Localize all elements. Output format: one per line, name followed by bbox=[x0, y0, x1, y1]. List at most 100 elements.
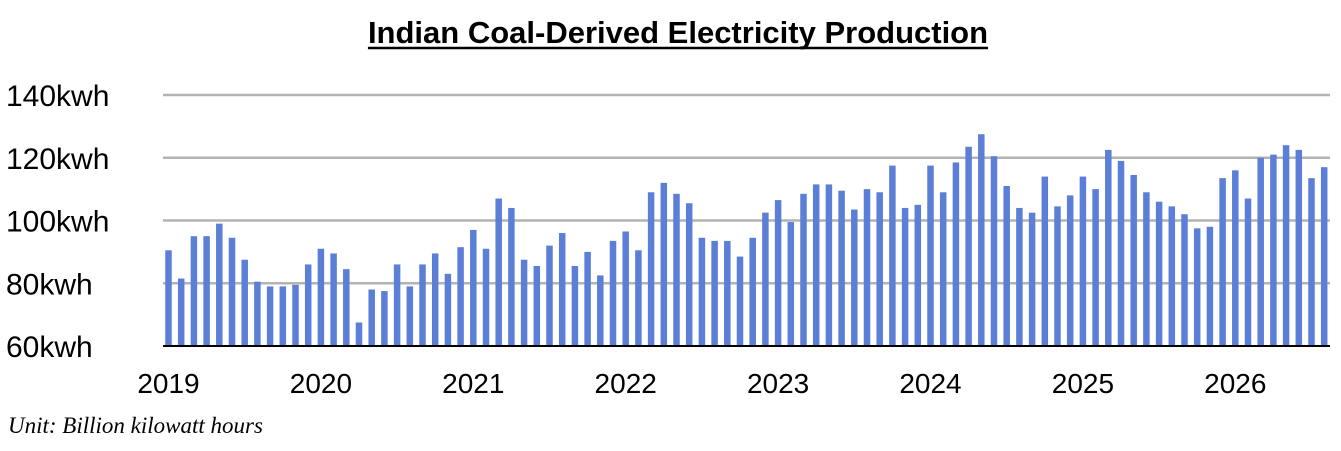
bar bbox=[800, 193, 807, 346]
bar bbox=[812, 184, 820, 346]
bar bbox=[228, 237, 236, 346]
bar bbox=[749, 237, 756, 346]
bar bbox=[1028, 212, 1036, 346]
bar bbox=[254, 281, 261, 346]
bar bbox=[330, 253, 337, 346]
bar bbox=[546, 245, 553, 346]
bar bbox=[597, 275, 604, 346]
bar bbox=[444, 273, 452, 346]
bar bbox=[1308, 178, 1315, 346]
bar bbox=[622, 231, 629, 346]
bars bbox=[165, 134, 1328, 347]
gridlines bbox=[163, 93, 1330, 285]
bar bbox=[1232, 170, 1239, 346]
bar bbox=[1193, 228, 1201, 346]
bar bbox=[635, 250, 642, 346]
bar bbox=[571, 265, 579, 346]
bar bbox=[927, 165, 934, 346]
y-tick-label: 120kwh bbox=[6, 143, 109, 176]
bar bbox=[1041, 176, 1049, 346]
bar bbox=[647, 192, 655, 346]
bar bbox=[1130, 175, 1137, 346]
bar bbox=[1016, 207, 1023, 346]
y-axis-ticks: 60kwh 80kwh 100kwh 120kwh 140kwh bbox=[6, 80, 109, 364]
bar bbox=[1282, 145, 1290, 346]
bar bbox=[876, 192, 883, 346]
bar bbox=[685, 203, 693, 346]
bar bbox=[1003, 185, 1010, 346]
bar bbox=[304, 264, 312, 346]
bar bbox=[343, 269, 350, 346]
bar bbox=[1270, 154, 1277, 346]
x-tick-label: 2020 bbox=[290, 368, 352, 399]
y-tick-label: 140kwh bbox=[6, 80, 109, 113]
bar bbox=[787, 222, 795, 346]
bar bbox=[673, 193, 680, 346]
bar bbox=[698, 237, 706, 346]
bar bbox=[177, 278, 185, 346]
bar bbox=[914, 204, 922, 346]
bar bbox=[419, 264, 426, 346]
bar bbox=[203, 236, 210, 346]
bar bbox=[1066, 195, 1074, 346]
bar bbox=[889, 165, 896, 346]
bar bbox=[762, 212, 769, 346]
bar bbox=[965, 146, 972, 346]
bar bbox=[1143, 192, 1150, 346]
bar bbox=[1079, 176, 1087, 346]
bar bbox=[1219, 178, 1226, 346]
x-tick-label: 2025 bbox=[1052, 368, 1114, 399]
bar bbox=[1206, 226, 1214, 346]
chart-title: Indian Coal-Derived Electricity Producti… bbox=[368, 15, 988, 50]
bar bbox=[406, 286, 414, 346]
bar bbox=[393, 264, 401, 346]
bar bbox=[1168, 206, 1176, 346]
bar bbox=[660, 182, 668, 346]
bar bbox=[1155, 201, 1163, 346]
bar bbox=[1181, 214, 1188, 346]
bar bbox=[482, 248, 490, 346]
bar bbox=[825, 184, 833, 346]
bar bbox=[533, 265, 541, 346]
x-tick-label: 2026 bbox=[1204, 368, 1266, 399]
bar bbox=[711, 240, 718, 346]
bar bbox=[1320, 167, 1328, 346]
y-tick-label: 60kwh bbox=[6, 331, 93, 364]
bar bbox=[355, 322, 363, 346]
bar bbox=[241, 259, 248, 346]
unit-note: Unit: Billion kilowatt hours bbox=[8, 413, 263, 438]
bar bbox=[381, 291, 388, 346]
bar bbox=[266, 286, 274, 346]
bar bbox=[292, 284, 299, 346]
x-tick-label: 2023 bbox=[747, 368, 809, 399]
bar bbox=[851, 209, 858, 346]
x-tick-label: 2022 bbox=[595, 368, 657, 399]
bar bbox=[838, 190, 845, 346]
bar bbox=[584, 251, 591, 347]
bar bbox=[609, 240, 617, 346]
bar bbox=[952, 162, 960, 346]
x-tick-label: 2021 bbox=[442, 368, 504, 399]
bar bbox=[736, 256, 744, 346]
bar bbox=[279, 286, 287, 346]
bar bbox=[1295, 149, 1303, 346]
bar bbox=[470, 229, 477, 346]
bar bbox=[431, 253, 439, 346]
bar bbox=[1092, 189, 1099, 347]
bar bbox=[457, 247, 464, 346]
bar bbox=[1105, 149, 1112, 346]
bar bbox=[901, 207, 909, 346]
bar bbox=[216, 223, 223, 346]
y-tick-label: 100kwh bbox=[6, 206, 109, 239]
bar bbox=[508, 207, 515, 346]
bar bbox=[1117, 160, 1125, 346]
x-axis-ticks: 2019 2020 2021 2022 2023 2024 2025 2026 bbox=[137, 368, 1266, 399]
bar bbox=[939, 192, 947, 346]
bar bbox=[978, 134, 985, 346]
bar bbox=[317, 248, 325, 346]
bar bbox=[1244, 198, 1252, 346]
bar bbox=[1054, 206, 1061, 346]
bar bbox=[520, 259, 528, 346]
x-tick-label: 2024 bbox=[899, 368, 961, 399]
